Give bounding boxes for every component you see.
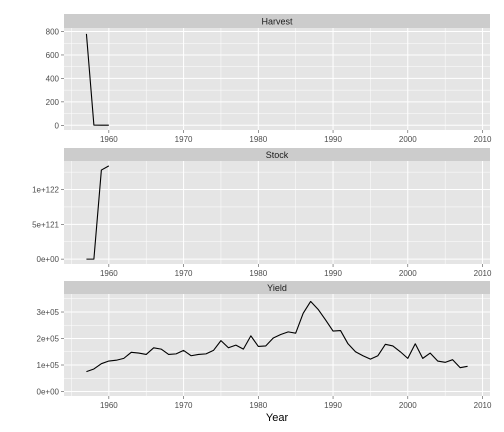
strip-yield [64, 281, 490, 294]
strip-harvest [64, 14, 490, 28]
y-tick-label: 0e+00 [37, 387, 60, 396]
panel-background-yield [64, 294, 490, 396]
x-tick-label: 2010 [474, 135, 492, 144]
panel-background-stock [64, 161, 490, 264]
strip-label-stock: Stock [266, 150, 289, 160]
x-tick-label: 1980 [249, 401, 267, 410]
y-tick-label: 5e+121 [32, 220, 59, 229]
series-line-harvest [85, 33, 109, 126]
x-tick-label: 2000 [399, 401, 417, 410]
y-tick-label: 800 [46, 28, 60, 37]
x-tick-label: 1960 [100, 401, 118, 410]
x-tick-label: 1980 [249, 269, 267, 278]
x-tick-label: 2000 [399, 135, 417, 144]
y-tick-label: 1e+05 [37, 361, 60, 370]
x-tick-label: 1980 [249, 135, 267, 144]
x-axis-title: Year [266, 412, 289, 424]
x-tick-label: 1970 [175, 401, 193, 410]
series-line-stock [86, 165, 110, 260]
panels-layer: Harvest 0 200 400 600 800 1960 1970 1980 1990 2000… [32, 14, 492, 410]
x-tick-label: 1960 [100, 269, 118, 278]
y-tick-label: 3e+05 [37, 308, 60, 317]
panel-yield: Yield 0e+00 1e+05 2e+05 3e+05 1960 1970 1980 199… [37, 281, 492, 410]
y-tick-label: 400 [46, 74, 60, 83]
strip-stock [64, 148, 490, 161]
y-tick-label: 2e+05 [37, 335, 60, 344]
strip-label-harvest: Harvest [261, 17, 293, 27]
y-tick-label: 0 [55, 121, 60, 130]
x-tick-label: 1990 [324, 135, 342, 144]
x-tick-label: 1960 [100, 135, 118, 144]
x-tick-label: 2000 [399, 269, 417, 278]
y-tick-label: 1e+122 [32, 186, 59, 195]
x-tick-label: 2010 [474, 401, 492, 410]
panel-harvest: Harvest 0 200 400 600 800 1960 1970 1980 1990 2000… [46, 14, 492, 144]
x-tick-label: 1970 [175, 135, 193, 144]
series-line-yield [86, 300, 468, 373]
y-tick-label: 200 [46, 98, 60, 107]
x-tick-label: 2010 [474, 269, 492, 278]
x-tick-label: 1990 [324, 401, 342, 410]
strip-label-yield: Yield [267, 283, 287, 293]
x-tick-label: 1970 [175, 269, 193, 278]
y-tick-label: 600 [46, 51, 60, 60]
y-tick-label: 0e+00 [37, 255, 60, 264]
panel-background-harvest [64, 28, 490, 130]
x-axis: Year [266, 412, 289, 424]
panel-stock: Stock 0e+00 5e+121 1e+122 1960 1970 1980 1990 20… [32, 148, 492, 278]
x-tick-label: 1990 [324, 269, 342, 278]
